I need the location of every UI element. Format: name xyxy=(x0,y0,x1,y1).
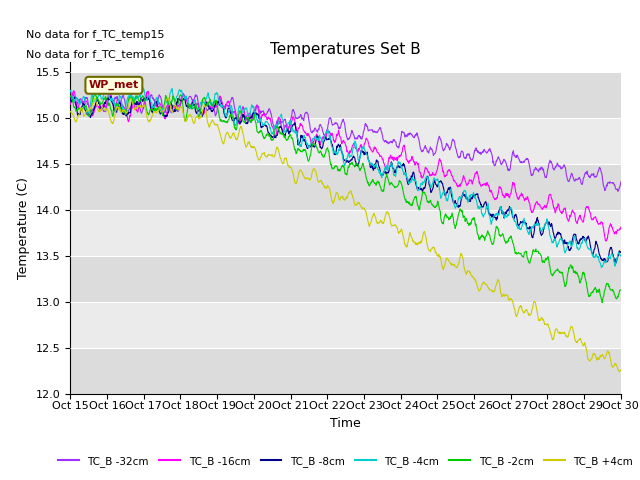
Title: Temperatures Set B: Temperatures Set B xyxy=(270,42,421,57)
X-axis label: Time: Time xyxy=(330,417,361,430)
Bar xyxy=(70,301,621,348)
Bar xyxy=(70,255,621,301)
Bar xyxy=(70,72,621,118)
Y-axis label: Temperature (C): Temperature (C) xyxy=(17,177,30,279)
Legend: TC_B -32cm, TC_B -16cm, TC_B -8cm, TC_B -4cm, TC_B -2cm, TC_B +4cm: TC_B -32cm, TC_B -16cm, TC_B -8cm, TC_B … xyxy=(54,452,637,471)
Text: No data for f_TC_temp16: No data for f_TC_temp16 xyxy=(26,49,165,60)
Text: No data for f_TC_temp15: No data for f_TC_temp15 xyxy=(26,29,165,40)
Text: WP_met: WP_met xyxy=(89,80,139,90)
Bar xyxy=(70,164,621,210)
Bar xyxy=(70,210,621,255)
Bar xyxy=(70,348,621,394)
Bar xyxy=(70,118,621,164)
